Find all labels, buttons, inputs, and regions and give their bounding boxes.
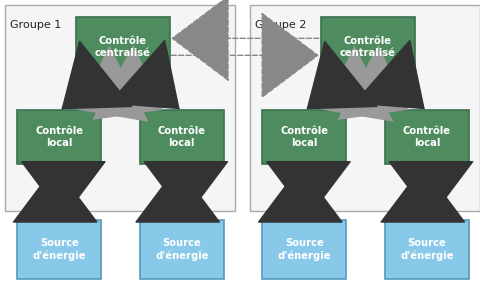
FancyBboxPatch shape (263, 110, 346, 164)
FancyBboxPatch shape (140, 110, 224, 164)
Text: Groupe 2: Groupe 2 (255, 19, 307, 29)
Text: Source
d'énergie: Source d'énergie (277, 238, 331, 261)
Bar (5, 5, 235, 211)
Text: Contrôle
centralisé: Contrôle centralisé (340, 36, 396, 57)
FancyBboxPatch shape (385, 110, 469, 164)
FancyBboxPatch shape (263, 220, 346, 279)
Text: Contrôle
local: Contrôle local (158, 126, 206, 148)
Text: Groupe 1: Groupe 1 (10, 19, 61, 29)
Text: Contrôle
local: Contrôle local (280, 126, 328, 148)
Text: Contrôle
local: Contrôle local (403, 126, 451, 148)
FancyBboxPatch shape (140, 220, 224, 279)
Text: Source
d'énergie: Source d'énergie (155, 238, 208, 261)
FancyBboxPatch shape (17, 220, 101, 279)
FancyBboxPatch shape (17, 110, 101, 164)
FancyBboxPatch shape (321, 17, 415, 76)
FancyBboxPatch shape (75, 17, 169, 76)
Text: Contrôle
local: Contrôle local (35, 126, 83, 148)
Text: Source
d'énergie: Source d'énergie (400, 238, 454, 261)
Text: Source
d'énergie: Source d'énergie (33, 238, 86, 261)
Text: Contrôle
centralisé: Contrôle centralisé (95, 36, 151, 57)
Bar (250, 5, 480, 211)
FancyBboxPatch shape (385, 220, 469, 279)
